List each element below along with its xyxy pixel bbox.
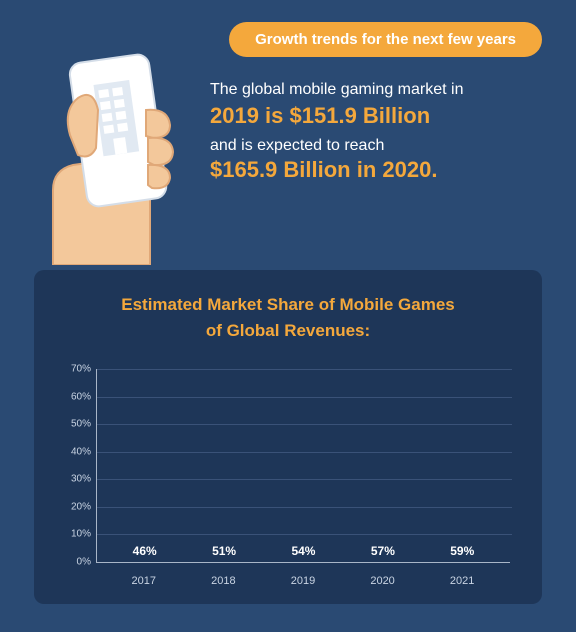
bar-column: 54%: [274, 544, 332, 562]
bar-column: 59%: [433, 544, 491, 562]
bar-column: 57%: [354, 544, 412, 562]
y-tick-label: 20%: [61, 501, 91, 512]
gridline: [97, 424, 512, 425]
chart-title-line-2: of Global Revenues:: [206, 321, 370, 340]
chart-title: Estimated Market Share of Mobile Games o…: [60, 292, 516, 343]
x-tick-label: 2017: [115, 569, 173, 591]
y-tick-label: 30%: [61, 474, 91, 485]
y-tick-label: 10%: [61, 529, 91, 540]
hero-section: Growth trends for the next few years: [0, 0, 576, 265]
bar-group: 46% 51% 54% 57% 59%: [97, 369, 510, 562]
gridline: [97, 397, 512, 398]
bar-value-label: 59%: [450, 544, 474, 558]
bar-value-label: 54%: [291, 544, 315, 558]
bar-value-label: 46%: [133, 544, 157, 558]
y-tick-label: 40%: [61, 446, 91, 457]
header-pill: Growth trends for the next few years: [229, 22, 542, 57]
intro-line-1: The global mobile gaming market in: [210, 78, 542, 101]
x-tick-label: 2018: [194, 569, 252, 591]
y-tick-label: 0%: [61, 557, 91, 568]
gridline: [97, 479, 512, 480]
x-axis-labels: 2017 2018 2019 2020 2021: [96, 569, 510, 591]
intro-highlight-1: 2019 is $151.9 Billion: [210, 103, 542, 129]
chart-title-line-1: Estimated Market Share of Mobile Games: [121, 295, 455, 314]
bar-column: 46%: [116, 544, 174, 562]
x-tick-label: 2021: [433, 569, 491, 591]
gridline: [97, 452, 512, 453]
bar-value-label: 57%: [371, 544, 395, 558]
chart-area: 46%51%54%57%59% 0%10%20%30%40%50%60%70% …: [96, 361, 510, 591]
x-tick-label: 2020: [354, 569, 412, 591]
intro-text: The global mobile gaming market in 2019 …: [210, 78, 542, 183]
chart-card: Estimated Market Share of Mobile Games o…: [34, 270, 542, 604]
bar-value-label: 51%: [212, 544, 236, 558]
y-tick-label: 50%: [61, 419, 91, 430]
x-tick-label: 2019: [274, 569, 332, 591]
gridline: [97, 507, 512, 508]
chart-plot: 46%51%54%57%59% 0%10%20%30%40%50%60%70%: [96, 369, 510, 563]
y-tick-label: 70%: [61, 364, 91, 375]
bar-column: 51%: [195, 544, 253, 562]
hand-phone-illustration: [18, 40, 193, 265]
intro-highlight-2: $165.9 Billion in 2020.: [210, 157, 542, 183]
intro-line-3: and is expected to reach: [210, 137, 542, 155]
gridline: [97, 534, 512, 535]
y-tick-label: 60%: [61, 391, 91, 402]
gridline: [97, 369, 512, 370]
